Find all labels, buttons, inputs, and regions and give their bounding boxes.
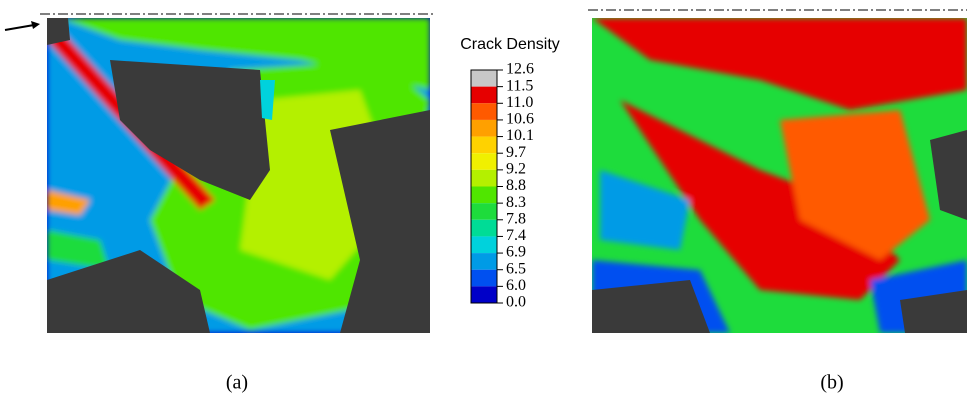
- color-swatch: [471, 153, 497, 170]
- level-label: 10.6: [506, 111, 534, 128]
- color-swatch: [471, 269, 497, 287]
- color-swatch: [471, 169, 497, 187]
- panel-label: (a): [226, 372, 248, 394]
- level-label: 12.6: [506, 61, 534, 78]
- panel-a-image: [47, 18, 430, 333]
- color-swatch: [471, 236, 497, 254]
- level-label: 7.8: [506, 210, 526, 227]
- colorbar: 12.611.511.010.610.19.79.28.88.37.87.46.…: [470, 61, 534, 311]
- color-swatch: [471, 253, 497, 270]
- color-swatch: [471, 186, 497, 204]
- level-label: 6.0: [506, 277, 526, 294]
- color-swatch: [471, 119, 497, 137]
- level-label: 9.2: [506, 161, 526, 178]
- color-swatch: [471, 203, 497, 220]
- color-swatch: [471, 136, 497, 154]
- legend-title: Crack Density: [460, 36, 560, 53]
- color-swatch: [471, 219, 497, 237]
- level-label: 11.5: [506, 77, 533, 94]
- color-swatch: [471, 286, 497, 303]
- level-label: 10.1: [506, 127, 534, 144]
- panel-label: (b): [820, 372, 843, 394]
- level-label: 6.5: [506, 260, 526, 277]
- level-label: 8.3: [506, 194, 526, 211]
- panel-b-image: [592, 18, 967, 333]
- level-label: 8.8: [506, 177, 526, 194]
- level-label: 9.7: [506, 144, 526, 161]
- level-label: 7.4: [506, 227, 526, 244]
- arrow: [4, 24, 35, 31]
- color-swatch: [471, 103, 497, 120]
- color-swatch: [471, 70, 497, 87]
- level-label: 6.9: [506, 244, 526, 261]
- level-label: 0.0: [506, 294, 526, 311]
- color-swatch: [471, 86, 497, 104]
- arrow-head: [31, 21, 40, 29]
- level-label: 11.0: [506, 94, 533, 111]
